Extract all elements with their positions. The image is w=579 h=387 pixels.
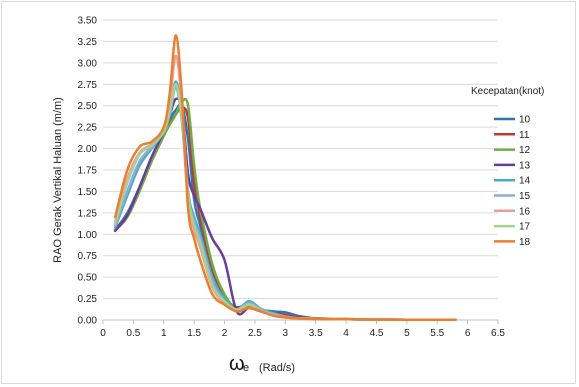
legend-label-12: 12 [519, 145, 531, 156]
y-tick-label: 1.25 [78, 208, 98, 219]
x-tick-label: 6 [465, 328, 471, 339]
legend-title: Kecepatan(knot) [471, 86, 544, 97]
x-tick-label: 5.5 [430, 328, 444, 339]
y-tick-label: 3.50 [78, 16, 98, 27]
y-tick-label: 0.75 [78, 251, 98, 262]
x-axis-units: (Rad/s) [259, 362, 295, 374]
x-tick-label: 4.5 [370, 328, 384, 339]
legend-label-18: 18 [519, 237, 531, 248]
legend-label-13: 13 [519, 160, 531, 171]
y-axis-label: RAO Gerak Vertikal Haluan (m/m) [52, 97, 64, 263]
y-tick-label: 1.75 [78, 166, 98, 177]
legend-label-15: 15 [519, 191, 531, 202]
y-tick-label: 2.75 [78, 80, 98, 91]
series-line-11 [113, 106, 457, 321]
x-tick-label: 0 [100, 328, 106, 339]
x-axis-symbol: ω [229, 353, 245, 375]
y-tick-label: 0.50 [78, 273, 98, 284]
y-tick-label: 0.00 [78, 316, 98, 327]
series-line-10 [113, 102, 457, 321]
series-line-12 [113, 97, 457, 321]
legend-label-14: 14 [519, 176, 531, 187]
series-line-18 [113, 34, 457, 321]
y-tick-label: 2.25 [78, 123, 98, 134]
series-line-16 [113, 54, 457, 321]
y-tick-label: 2.50 [78, 101, 98, 112]
legend-label-17: 17 [519, 222, 531, 233]
legend-label-11: 11 [519, 130, 530, 141]
legend: 10 11 12 13 14 15 16 17 18 [494, 115, 531, 248]
y-tick-label: 3.25 [78, 37, 98, 48]
x-tick-label: 1 [161, 328, 167, 339]
x-axis-label: ω e (Rad/s) [229, 353, 295, 375]
y-tick-label: 2.00 [78, 144, 98, 155]
x-tick-label: 6.5 [491, 328, 505, 339]
x-tick-label: 4 [343, 328, 349, 339]
y-tick-label: 1.50 [78, 187, 98, 198]
x-tick-label: 2.5 [248, 328, 262, 339]
x-tick-label: 3 [283, 328, 289, 339]
grid-layer [103, 19, 498, 321]
x-axis-subscript: e [243, 362, 249, 374]
x-tick-label: 2 [222, 328, 228, 339]
x-tick-label: 1.5 [187, 328, 201, 339]
x-tick-label: 0.5 [126, 328, 140, 339]
axis-layer: 0.000.250.500.751.001.251.501.752.002.25… [78, 16, 506, 340]
legend-label-10: 10 [519, 115, 531, 126]
y-tick-label: 3.00 [78, 58, 98, 69]
y-tick-label: 1.00 [78, 230, 98, 241]
legend-label-16: 16 [519, 206, 531, 217]
x-tick-label: 3.5 [309, 328, 323, 339]
x-tick-label: 5 [404, 328, 410, 339]
y-tick-label: 0.25 [78, 294, 98, 305]
series-layer [113, 34, 457, 321]
